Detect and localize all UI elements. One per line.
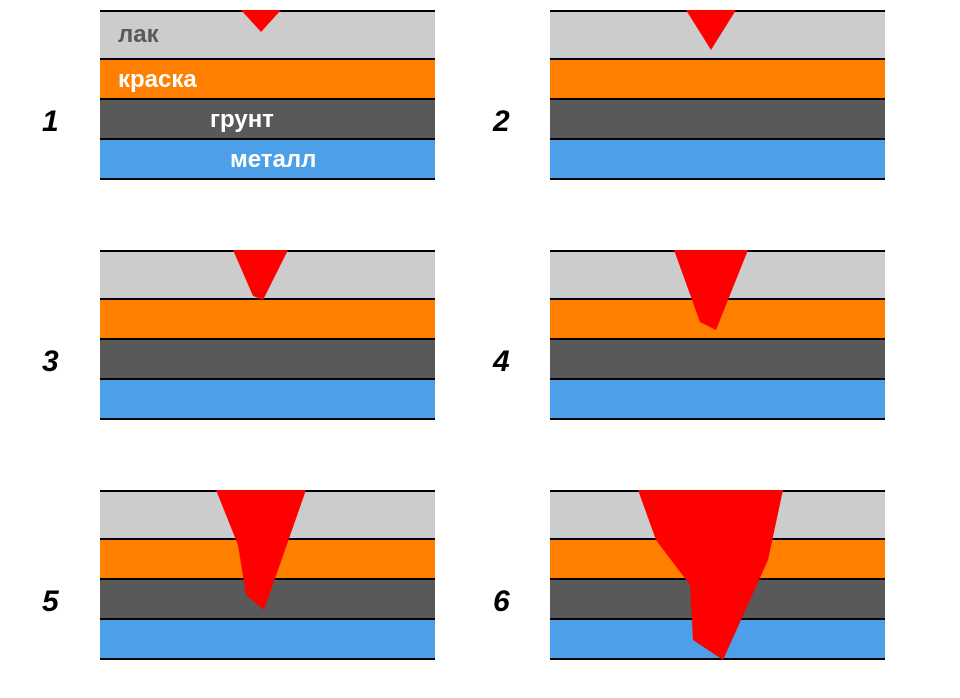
scratch-mark [674,250,748,330]
coating-layer [550,60,885,100]
scratch-mark [686,10,736,50]
layer-panel [100,490,435,660]
coating-layer [550,380,885,420]
panel-number: 5 [42,585,58,619]
layer-panel [550,490,885,660]
panel-number: 2 [493,105,509,139]
layer-panel: лак краска грунт металл [100,10,435,180]
layer-label-metal: металл [230,146,316,174]
panel-number: 1 [42,105,58,139]
panel-number: 4 [493,345,509,379]
coating-layer [550,340,885,380]
scratch-mark [216,490,306,610]
coating-layer [100,380,435,420]
scratch-mark [241,10,281,32]
scratch-mark [233,250,288,300]
coating-layer [550,100,885,140]
panel-number: 6 [493,585,509,619]
coating-layer [100,300,435,340]
panel-number: 3 [42,345,58,379]
coating-layer [100,620,435,660]
coating-layer [100,340,435,380]
diagram-stage: 1 лак краска грунт металл 2 3 4 5 6 [0,0,960,698]
layer-label-lacquer: лак [118,21,159,49]
layer-label-primer: грунт [210,106,274,134]
layer-panel [100,250,435,420]
layer-panel [550,250,885,420]
coating-layer [550,140,885,180]
layer-panel [550,10,885,180]
layer-label-paint: краска [118,66,197,94]
scratch-mark [638,490,783,660]
